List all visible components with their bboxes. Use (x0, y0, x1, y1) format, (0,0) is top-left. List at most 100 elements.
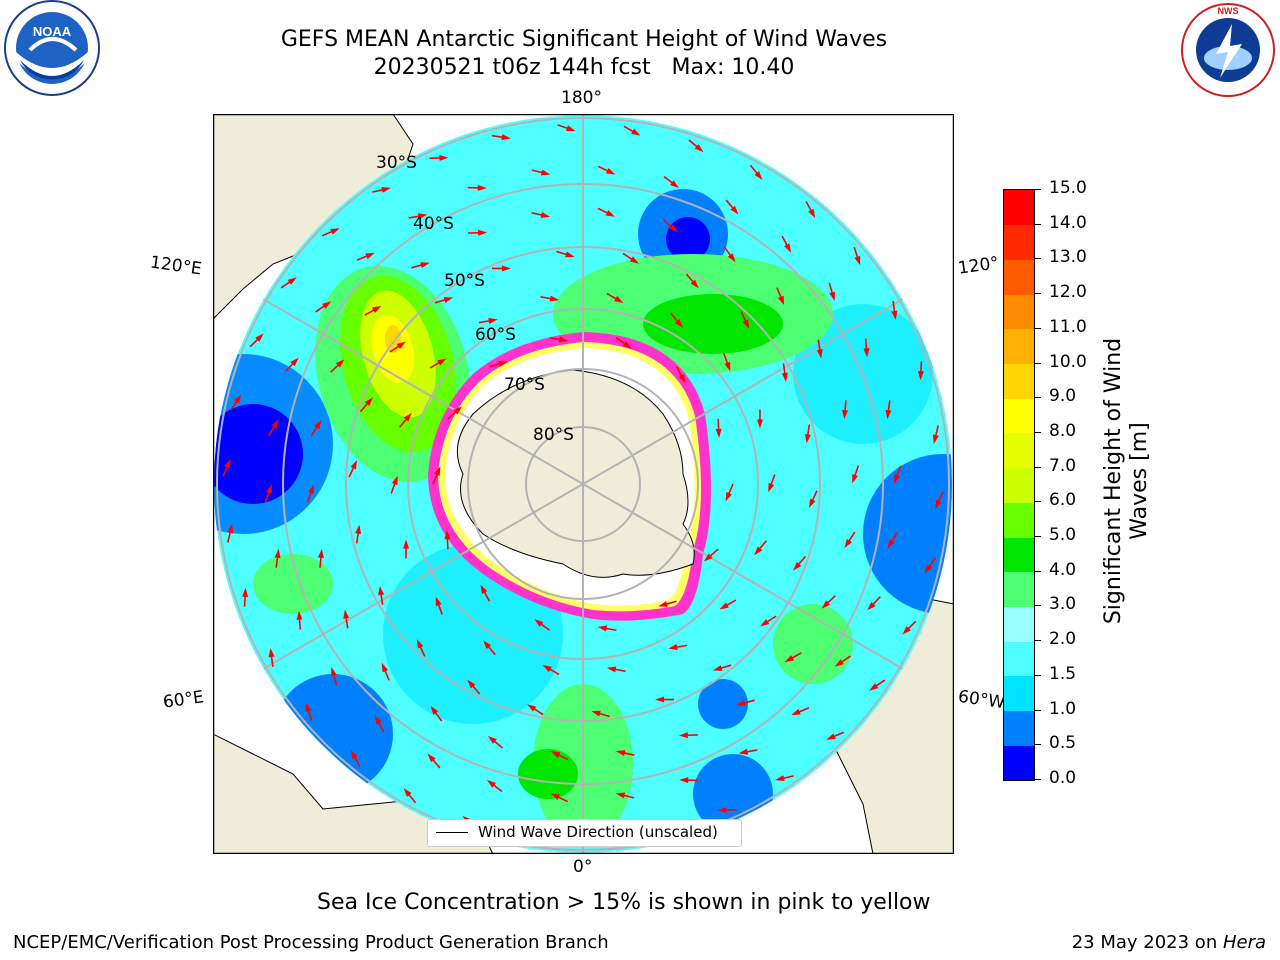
colorbar-tick-mark (1035, 327, 1041, 329)
lat-label-50s: 50°S (444, 271, 485, 291)
lat-label-30s: 30°S (376, 153, 417, 173)
wave-direction-arrowhead (378, 585, 385, 596)
polar-stereographic-map (212, 113, 955, 855)
wave-direction-arrowhead (658, 601, 668, 607)
wave-direction-arrowhead (527, 704, 537, 712)
wave-direction-arrowhead (487, 735, 497, 744)
wind-wave-arrows (222, 124, 944, 844)
colorbar-tick-label: 4.0 (1049, 559, 1077, 580)
wave-direction-arrowhead (694, 144, 704, 153)
wave-direction-arrowhead (784, 655, 795, 663)
wave-direction-arrowhead (844, 538, 852, 549)
wave-direction-arrowhead (679, 777, 689, 784)
footer-date: 23 May 2023 on Hera (1072, 932, 1266, 953)
colorbar-tick-mark (1035, 397, 1041, 399)
colorbar-segment (1004, 432, 1034, 469)
sea-ice-caption: Sea Ice Concentration > 15% is shown in … (317, 890, 931, 915)
wave-direction-arrowhead (690, 279, 699, 289)
wave-direction-arrowhead (542, 664, 552, 673)
wave-direction-arrowhead (266, 484, 272, 494)
colorbar-tick-label: 1.0 (1049, 698, 1077, 719)
wave-direction-arrowhead (565, 251, 575, 258)
wave-direction-arrowhead (434, 466, 441, 476)
footer-date-text: 23 May 2023 on (1071, 932, 1223, 953)
colorbar (1003, 189, 1035, 781)
wave-direction-arrowhead (501, 265, 511, 272)
wave-direction-arrowhead (233, 394, 242, 404)
colorbar-segment (1004, 710, 1034, 746)
colorbar-ticks: 0.0 0.5 1.0 1.5 2.0 3.0 4.0 5.0 6.0 7.0 8.0 9.0 10.0… (1035, 178, 1095, 788)
colorbar-tick-label: 1.5 (1049, 663, 1077, 684)
wave-direction-arrowhead (867, 601, 876, 611)
wave-direction-arrowhead (290, 357, 299, 367)
wave-direction-arrowhead (615, 792, 626, 799)
wave-direction-arrowhead (715, 428, 722, 438)
wave-direction-arrowhead (670, 180, 680, 189)
colorbar-segment (1004, 259, 1034, 295)
colorbar-segment (1004, 190, 1034, 226)
wave-direction-arrowhead (777, 295, 785, 306)
colorbar-segment (1004, 328, 1034, 365)
colorbar-tick-mark (1035, 605, 1041, 607)
wave-direction-arrowhead (902, 626, 911, 635)
wave-direction-arrowhead (550, 793, 561, 800)
wave-direction-arrowhead (717, 807, 727, 814)
wave-direction-arrowhead (614, 295, 624, 304)
colorbar-segment (1004, 224, 1034, 260)
colorbar-tick-mark (1035, 293, 1041, 295)
wave-direction-arrowhead (615, 750, 626, 756)
wave-direction-arrowhead (887, 539, 895, 549)
wave-direction-arrowhead (403, 412, 412, 422)
wave-direction-arrowhead (760, 619, 770, 627)
colorbar-segment (1004, 606, 1034, 642)
legend-label: Wind Wave Direction (unscaled) (478, 823, 718, 841)
wave-direction-arrowhead (296, 610, 303, 620)
colorbar-tick-mark (1035, 501, 1041, 503)
colorbar-tick-label: 14.0 (1049, 212, 1087, 233)
wave-direction-arrowhead (622, 341, 632, 349)
wave-direction-arrowhead (605, 168, 616, 175)
wave-direction-arrowhead (852, 474, 858, 484)
colorbar-segment (1004, 641, 1034, 677)
lat-label-80s: 80°S (533, 425, 574, 445)
colorbar-tick-label: 11.0 (1049, 316, 1087, 337)
wave-direction-arrowhead (631, 128, 641, 136)
wave-direction-arrowhead (719, 602, 729, 610)
wave-direction-arrowhead (629, 256, 639, 264)
colorbar-tick-label: 8.0 (1049, 420, 1077, 441)
wave-direction-arrowhead (308, 484, 314, 494)
colorbar-segment (1004, 502, 1034, 538)
wave-direction-arrowhead (540, 212, 551, 218)
wave-direction-arrowhead (669, 224, 679, 233)
colorbar-segment (1004, 294, 1034, 330)
wave-direction-arrowhead (365, 252, 375, 260)
wave-direction-arrowhead (756, 419, 763, 429)
colorbar-label-line2: Waves [m] (1127, 422, 1152, 540)
wave-direction-arrowhead (821, 600, 831, 609)
colorbar-tick-mark (1035, 674, 1041, 676)
nws-logo: NWS (1181, 3, 1275, 97)
page-title: GEFS MEAN Antarctic Significant Height o… (280, 27, 888, 52)
antarctica-land (456, 369, 695, 578)
wave-direction-arrowhead (834, 659, 844, 667)
lon-label-bottom: 0° (573, 857, 593, 877)
colorbar-tick-mark (1035, 362, 1041, 364)
wave-direction-arrowhead (558, 336, 569, 343)
wave-direction-arrowhead (224, 458, 231, 469)
lon-label-top: 180° (561, 88, 602, 108)
colorbar-tick-label: 10.0 (1049, 351, 1087, 372)
wave-direction-arrowhead (488, 317, 498, 324)
wave-direction-arrowhead (863, 348, 870, 358)
lon-label-upper-right: 120° (956, 253, 1001, 279)
colorbar-tick-label: 5.0 (1049, 525, 1077, 546)
wave-direction-arrowhead (416, 639, 424, 649)
colorbar-tick-mark (1035, 570, 1041, 572)
wave-direction-arrowhead (605, 210, 616, 217)
wave-direction-arrowhead (483, 640, 492, 650)
wave-direction-arrowhead (227, 524, 234, 534)
wave-direction-arrowhead (891, 310, 898, 320)
wave-direction-arrowhead (816, 349, 823, 359)
wave-direction-arrowhead (566, 125, 576, 132)
lon-label-upper-left: 120°E (148, 252, 203, 280)
wave-direction-arrowhead (498, 361, 508, 367)
